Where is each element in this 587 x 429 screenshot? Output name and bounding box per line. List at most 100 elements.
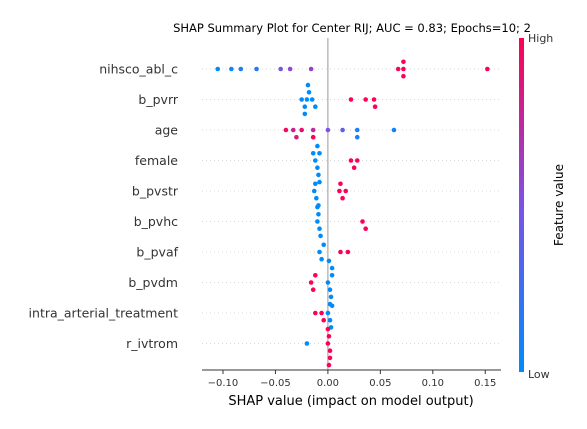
shap-point	[328, 294, 334, 300]
shap-point	[315, 219, 320, 224]
shap-point	[348, 97, 354, 102]
shap-point	[315, 165, 320, 170]
feature-label: b_pvdm	[128, 275, 178, 290]
shap-point	[254, 66, 259, 72]
shap-point	[313, 158, 318, 163]
x-tick-label: −0.10	[208, 378, 239, 389]
shap-point	[325, 341, 331, 346]
shap-point	[316, 212, 321, 217]
shap-point	[313, 273, 318, 278]
feature-label: b_pvstr	[132, 184, 179, 199]
shap-point	[318, 233, 323, 239]
shap-point	[313, 104, 318, 109]
shap-point	[302, 111, 308, 117]
shap-point	[215, 66, 221, 72]
colorbar-high-label: High	[528, 32, 553, 45]
shap-point	[326, 258, 332, 264]
shap-point	[229, 66, 234, 72]
shap-point	[325, 280, 331, 285]
shap-point	[348, 158, 354, 163]
shap-point	[372, 104, 378, 109]
feature-label: female	[135, 153, 178, 168]
colorbar	[519, 38, 524, 372]
shap-point	[371, 97, 377, 102]
shap-point	[354, 134, 360, 140]
x-tick-label: −0.05	[260, 378, 291, 389]
shap-point	[305, 82, 311, 88]
shap-point	[317, 226, 322, 231]
shap-point	[337, 188, 342, 194]
feature-label: b_pvaf	[136, 245, 178, 260]
shap-point	[278, 66, 283, 72]
shap-point	[338, 181, 343, 187]
shap-point	[283, 127, 289, 133]
shap-point	[310, 127, 316, 133]
x-tick-label: 0.10	[422, 378, 444, 389]
x-axis-label: SHAP value (impact on model output)	[228, 394, 473, 409]
shap-point	[354, 158, 360, 163]
shap-point	[317, 151, 322, 156]
shap-point	[345, 249, 351, 255]
shap-point	[321, 317, 326, 323]
shap-point	[325, 326, 331, 332]
colorbar-title: Feature value	[552, 164, 566, 246]
shap-point	[340, 127, 345, 133]
shap-point	[308, 280, 314, 285]
shap-point	[329, 273, 335, 278]
shap-point	[238, 66, 244, 72]
shap-point	[308, 66, 314, 72]
shap-point	[314, 195, 319, 201]
chart-title: SHAP Summary Plot for Center RIJ; AUC = …	[173, 21, 531, 35]
shap-point	[327, 317, 333, 323]
shap-point	[310, 134, 316, 140]
shap-point	[316, 172, 321, 178]
shap-point	[315, 143, 320, 149]
shap-point	[401, 66, 406, 72]
x-axis-ticks: −0.10 −0.05 0.00 0.05 0.10 0.15	[208, 370, 496, 389]
x-tick-label: 0.05	[369, 378, 391, 389]
shap-point	[401, 59, 406, 65]
feature-label: intra_arterial_treatment	[29, 306, 179, 321]
shap-point	[309, 97, 315, 102]
feature-label: b_pvhc	[134, 214, 178, 229]
shap-point	[287, 66, 293, 72]
shap-point	[290, 127, 296, 133]
shap-point	[299, 127, 304, 133]
shap-point	[326, 334, 332, 339]
colorbar-low-label: Low	[528, 368, 550, 381]
shap-point	[315, 204, 320, 210]
feature-label: b_pvrr	[138, 92, 178, 107]
shap-point	[304, 341, 310, 346]
shap-point	[313, 181, 318, 187]
x-tick-label: 0.00	[317, 378, 339, 389]
shap-point	[317, 249, 322, 255]
shap-point	[325, 310, 331, 316]
shap-point	[363, 226, 368, 231]
shap-point	[299, 97, 304, 102]
shap-point	[401, 73, 406, 79]
shap-point	[363, 97, 368, 102]
shap-point	[310, 287, 316, 293]
shap-point	[329, 265, 335, 271]
shap-points	[215, 59, 490, 368]
shap-point	[311, 188, 317, 194]
shap-point	[304, 97, 310, 102]
x-tick-label: 0.15	[474, 378, 496, 389]
shap-point	[329, 303, 335, 309]
shap-point	[360, 219, 365, 224]
shap-point	[391, 127, 397, 133]
shap-point	[317, 179, 322, 185]
shap-point	[313, 310, 318, 316]
feature-label: r_ivtrom	[126, 336, 178, 351]
feature-label: nihsco_abl_c	[99, 62, 178, 77]
shap-point	[326, 362, 332, 368]
shap-point	[351, 165, 357, 170]
shap-point	[395, 66, 401, 72]
shap-point	[327, 287, 333, 293]
feature-label: age	[155, 123, 179, 138]
shap-point	[319, 256, 324, 262]
shap-point	[325, 127, 331, 133]
shap-point	[338, 249, 343, 255]
